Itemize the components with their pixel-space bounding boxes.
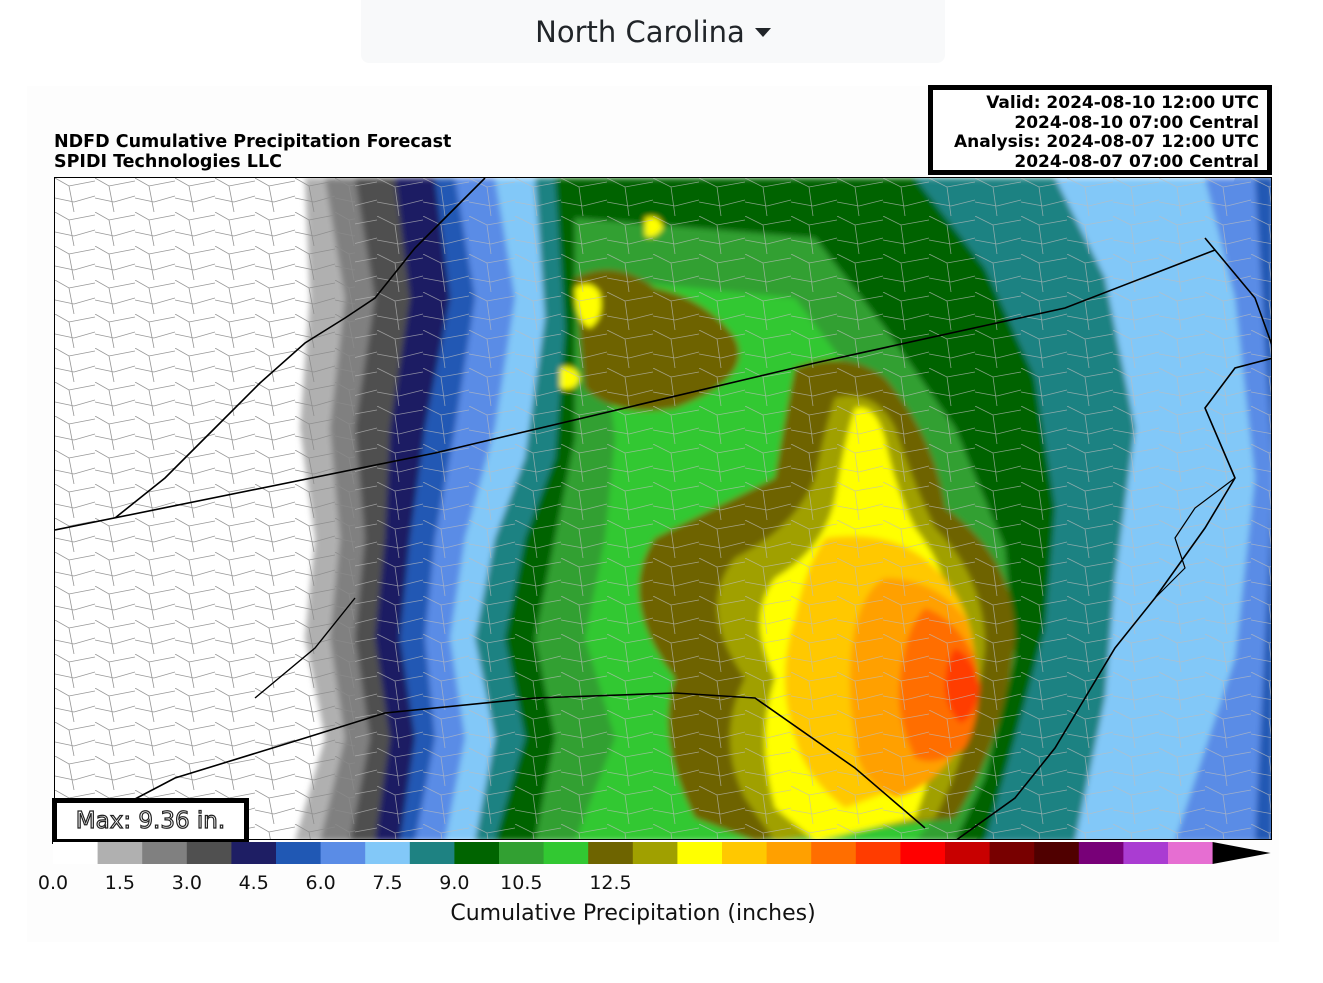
analysis-central: 2024-08-07 07:00 Central [1014, 151, 1259, 172]
state-dropdown[interactable]: North Carolina [361, 0, 945, 63]
colorbar-segment [588, 842, 634, 864]
colorbar-segment [142, 842, 188, 864]
valid-utc: Valid: 2024-08-10 12:00 UTC [986, 93, 1259, 113]
precip-map [54, 177, 1272, 840]
colorbar-segment [186, 842, 232, 864]
precip-map-svg [55, 178, 1271, 839]
colorbar-segment [900, 842, 946, 864]
figure-title: NDFD Cumulative Precipitation Forecast S… [54, 132, 451, 172]
colorbar [53, 842, 1271, 864]
colorbar-segment [97, 842, 143, 864]
precip-figure: NDFD Cumulative Precipitation Forecast S… [27, 85, 1279, 942]
colorbar-segment [320, 842, 366, 864]
colorbar-segment [276, 842, 322, 864]
colorbar-tick-label: 4.5 [238, 872, 269, 894]
colorbar-tick-label: 7.5 [372, 872, 403, 894]
colorbar-tick-label: 9.0 [439, 872, 470, 894]
colorbar-extend-arrow [1212, 842, 1271, 864]
colorbar-segment [1168, 842, 1214, 864]
colorbar-segment [409, 842, 455, 864]
colorbar-tick-label: 1.5 [104, 872, 135, 894]
caret-down-icon [754, 28, 771, 37]
colorbar-tick-label: 3.0 [171, 872, 202, 894]
colorbar-segment [632, 842, 678, 864]
colorbar-segment [543, 842, 589, 864]
max-value-box: Max: 9.36 in. [52, 798, 249, 844]
colorbar-segment [722, 842, 768, 864]
colorbar-segment [855, 842, 901, 864]
colorbar-segment [1123, 842, 1169, 864]
colorbar-tick-label: 10.5 [500, 872, 543, 894]
figure-title-line1: NDFD Cumulative Precipitation Forecast [54, 132, 452, 152]
valid-central: 2024-08-10 07:00 Central [1014, 112, 1259, 133]
colorbar-segment [677, 842, 723, 864]
colorbar-segment [454, 842, 500, 864]
colorbar-segment [766, 842, 812, 864]
colorbar-label: Cumulative Precipitation (inches) [450, 901, 816, 926]
colorbar-segment [53, 842, 99, 864]
colorbar-segment [365, 842, 411, 864]
colorbar-segment [811, 842, 857, 864]
colorbar-segment [989, 842, 1035, 864]
colorbar-segment [1078, 842, 1124, 864]
colorbar-tick-label: 0.0 [37, 872, 69, 894]
colorbar-segment [1034, 842, 1080, 864]
colorbar-segment [945, 842, 991, 864]
time-info-box: Valid: 2024-08-10 12:00 UTC 2024-08-10 0… [928, 85, 1272, 175]
colorbar-ticks: 0.0 1.5 3.0 4.5 6.0 7.5 9.0 10.5 12.5 [27, 872, 1279, 902]
colorbar-tick-label: 12.5 [589, 872, 632, 894]
analysis-utc: Analysis: 2024-08-07 12:00 UTC [954, 132, 1259, 152]
colorbar-segment [231, 842, 277, 864]
figure-title-line2: SPIDI Technologies LLC [54, 152, 282, 172]
colorbar-tick-label: 6.0 [305, 872, 336, 894]
state-dropdown-label: North Carolina [535, 14, 745, 49]
colorbar-segment [499, 842, 545, 864]
